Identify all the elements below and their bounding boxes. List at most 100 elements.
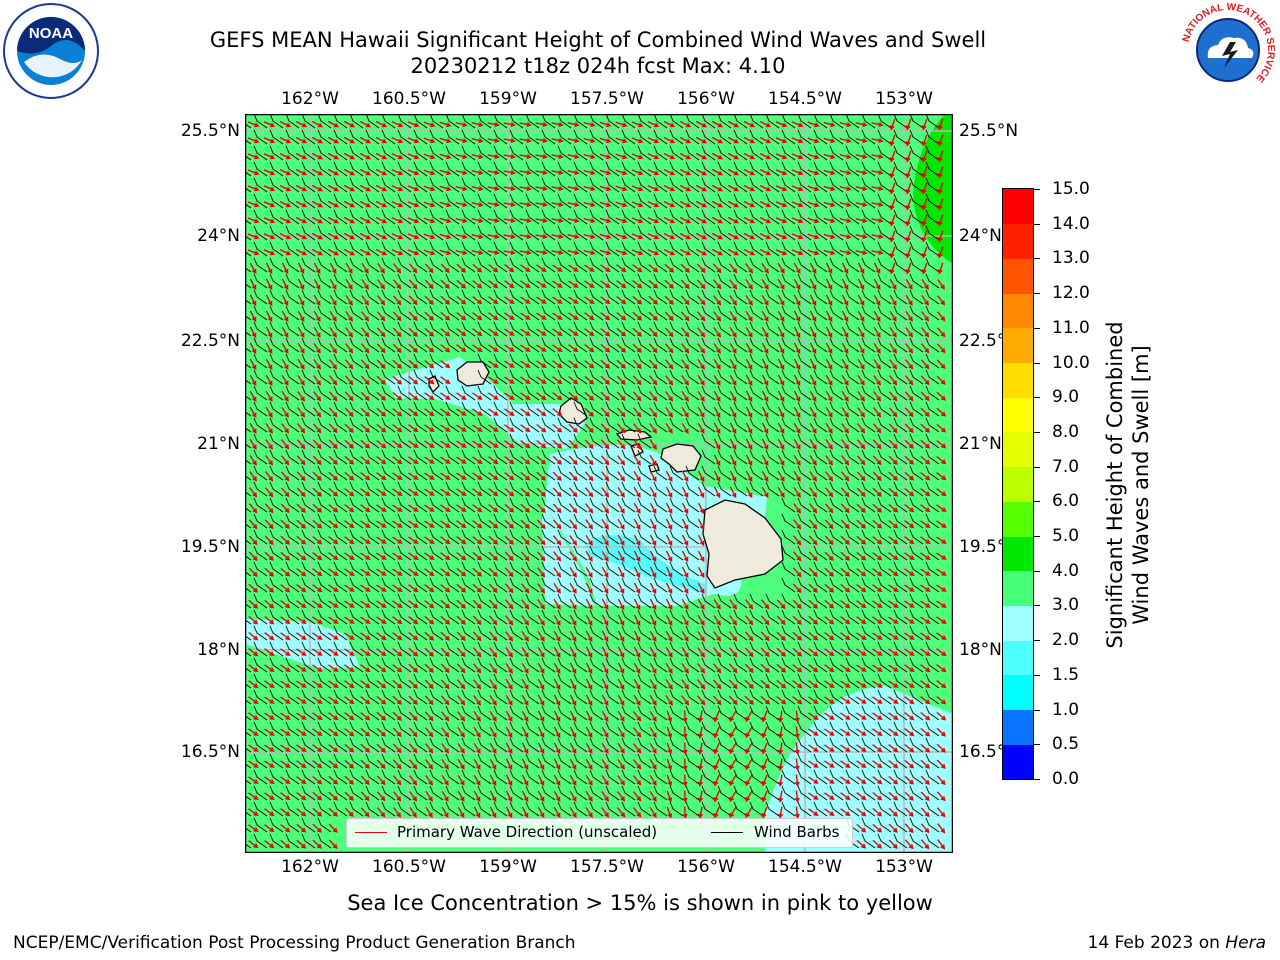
wave-direction-arrow xyxy=(505,742,513,755)
wind-barb xyxy=(861,209,876,225)
wave-direction-arrow xyxy=(249,262,257,275)
wave-direction-arrow xyxy=(424,359,435,369)
wave-direction-arrow xyxy=(616,280,627,289)
wind-barb xyxy=(365,145,380,161)
wind-barb xyxy=(245,651,252,657)
wind-barb xyxy=(877,385,892,401)
colorbar-segment xyxy=(1003,327,1033,364)
wind-barb xyxy=(797,433,812,449)
wave-direction-arrow xyxy=(775,233,788,240)
wave-direction-arrow xyxy=(457,727,465,738)
wind-barb xyxy=(461,305,476,321)
wind-barb xyxy=(813,353,828,369)
wave-direction-arrow xyxy=(296,807,307,817)
wave-direction-arrow xyxy=(327,232,340,240)
wave-direction-arrow xyxy=(439,121,452,128)
wave-direction-arrow xyxy=(873,407,882,418)
wind-barb xyxy=(365,337,380,353)
wind-barb xyxy=(557,737,572,753)
wave-direction-arrow xyxy=(889,182,896,195)
wind-barb xyxy=(317,465,332,481)
wind-barb xyxy=(541,305,556,321)
wind-barb xyxy=(781,545,796,561)
wind-barb xyxy=(397,401,412,417)
wave-direction-arrow xyxy=(601,694,609,707)
wind-barb xyxy=(669,465,684,481)
wind-barb xyxy=(397,369,412,385)
wind-barb xyxy=(333,449,348,465)
wind-barb xyxy=(781,273,796,289)
wind-barb xyxy=(269,657,284,673)
wave-direction-arrow xyxy=(521,726,529,739)
wave-direction-arrow xyxy=(281,262,289,275)
wind-barb xyxy=(877,321,892,337)
wave-direction-arrow xyxy=(553,678,561,691)
wave-direction-arrow xyxy=(313,326,321,338)
wave-direction-arrow xyxy=(344,743,355,753)
wind-barb xyxy=(509,337,524,353)
wave-direction-arrow xyxy=(599,121,612,128)
wave-direction-arrow xyxy=(921,134,928,147)
wave-direction-arrow xyxy=(376,759,386,770)
wave-direction-arrow xyxy=(583,217,596,224)
lat-tick-right: 21°N xyxy=(959,434,1002,454)
wave-direction-arrow xyxy=(248,776,259,784)
wave-direction-arrow xyxy=(872,807,883,817)
wind-barb xyxy=(541,625,556,641)
wave-direction-arrow xyxy=(360,552,371,560)
wave-direction-arrow xyxy=(777,342,785,355)
wave-direction-arrow xyxy=(360,536,371,545)
wave-direction-arrow xyxy=(631,201,644,208)
wind-barb xyxy=(269,609,284,625)
wind-barb xyxy=(301,545,316,561)
wave-direction-arrow xyxy=(440,488,451,496)
wave-direction-arrow xyxy=(617,471,625,482)
wave-direction-arrow xyxy=(760,631,770,642)
wind-barb xyxy=(733,737,748,753)
wind-barb xyxy=(541,273,556,289)
wave-direction-arrow xyxy=(729,486,737,499)
wind-barb xyxy=(685,641,700,657)
wind-barb xyxy=(877,705,892,721)
wind-barb xyxy=(765,769,780,785)
wave-direction-arrow xyxy=(473,695,481,706)
wave-direction-arrow xyxy=(729,279,738,290)
wind-barb xyxy=(301,289,316,305)
wind-barb xyxy=(589,593,604,609)
wind-barb xyxy=(861,657,876,673)
wave-direction-arrow xyxy=(456,440,467,448)
wave-direction-arrow xyxy=(936,664,947,673)
wind-barb xyxy=(813,529,828,545)
wind-barb xyxy=(701,465,716,481)
wave-direction-arrow xyxy=(569,519,578,530)
wave-direction-arrow xyxy=(872,535,883,545)
wind-barb xyxy=(557,257,572,273)
wave-direction-arrow xyxy=(761,438,769,451)
wave-direction-arrow xyxy=(505,631,514,642)
wind-barb xyxy=(333,337,348,353)
wave-direction-arrow xyxy=(841,262,849,275)
wind-barb xyxy=(797,401,812,417)
wind-barb xyxy=(317,497,332,513)
wave-direction-arrow xyxy=(632,295,643,305)
wave-direction-arrow xyxy=(824,567,835,577)
wind-barb xyxy=(797,257,812,273)
wind-barb xyxy=(381,433,396,449)
wind-barb xyxy=(245,363,252,369)
wave-direction-arrow xyxy=(392,584,403,593)
wind-barb xyxy=(493,529,508,545)
wave-direction-arrow xyxy=(489,679,497,690)
wave-direction-arrow xyxy=(904,391,914,402)
wave-direction-arrow xyxy=(456,295,467,305)
wind-barb xyxy=(813,673,828,689)
wind-barb xyxy=(733,177,748,193)
wind-barb xyxy=(669,209,684,225)
wave-direction-arrow xyxy=(311,216,324,224)
wave-direction-arrow xyxy=(729,358,737,371)
wind-barb xyxy=(245,395,252,401)
wind-barb xyxy=(621,161,636,177)
wind-barb xyxy=(381,689,396,705)
wave-direction-arrow xyxy=(695,136,708,144)
wave-direction-arrow xyxy=(631,169,644,176)
wave-direction-arrow xyxy=(681,534,689,547)
